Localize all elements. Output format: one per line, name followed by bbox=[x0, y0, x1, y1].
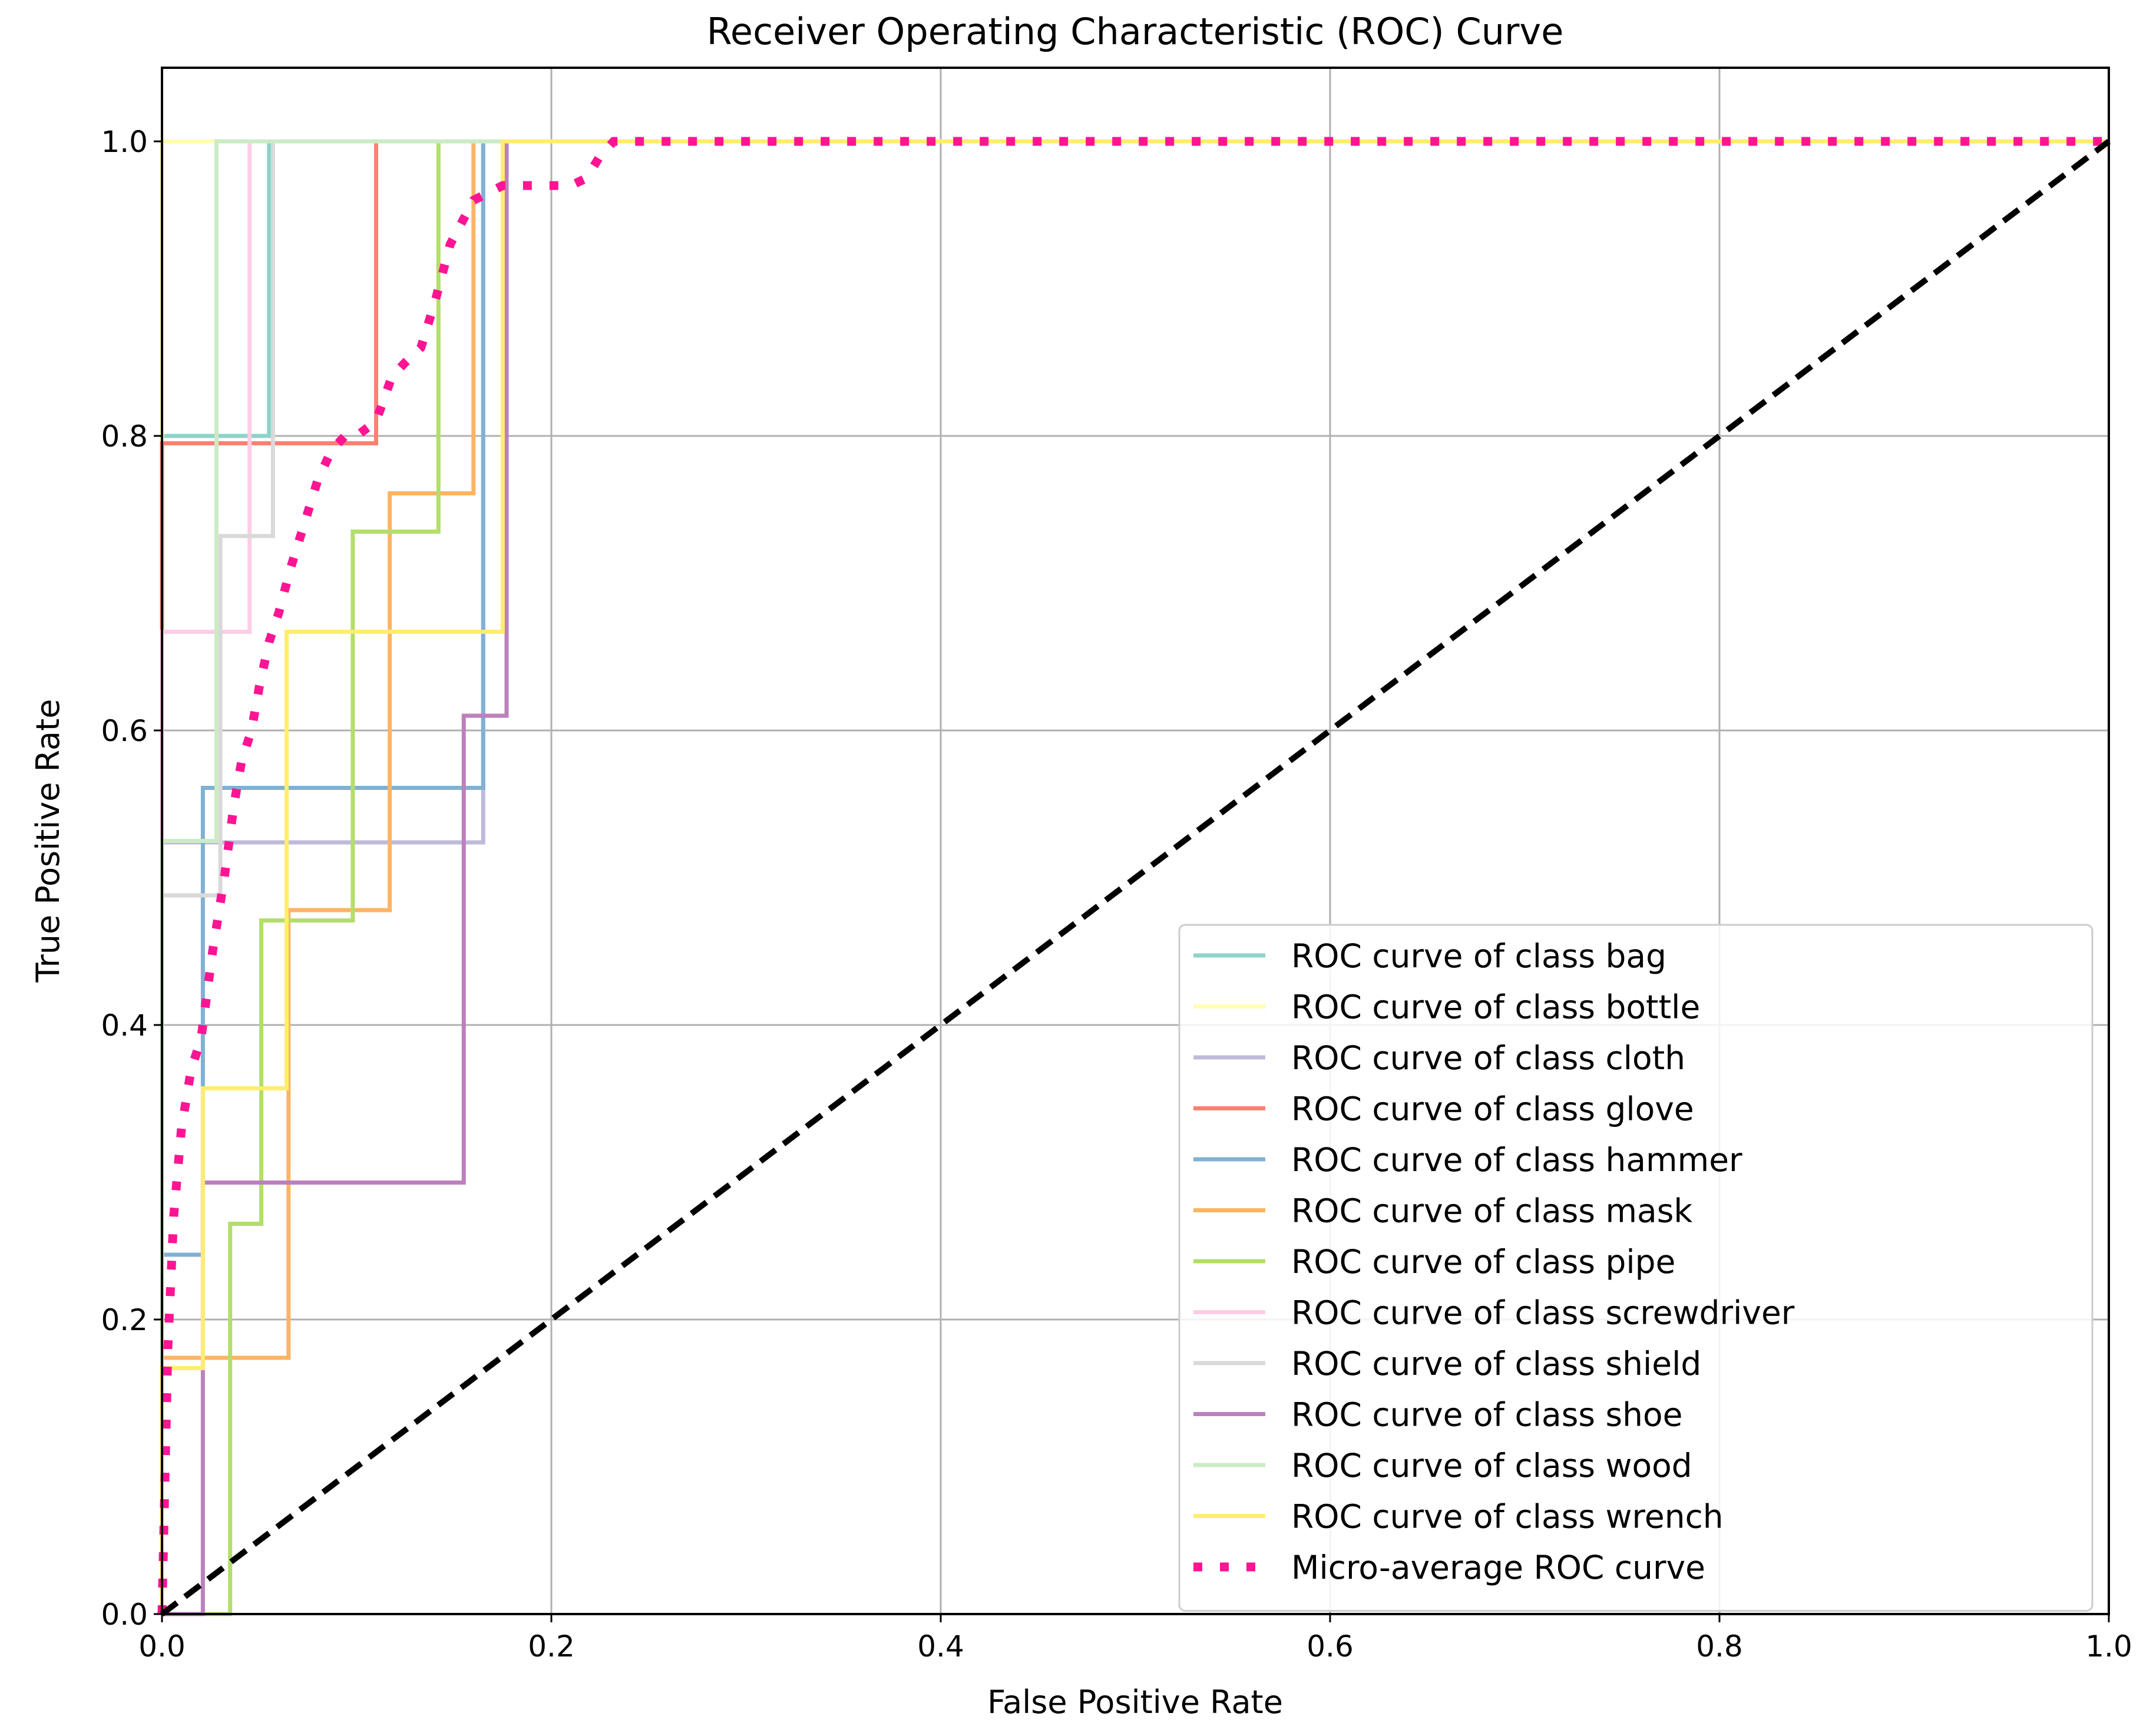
legend-label: ROC curve of class wood bbox=[1291, 1447, 1692, 1484]
x-tick-label: 0.2 bbox=[528, 1629, 575, 1664]
y-tick-label: 0.0 bbox=[101, 1598, 148, 1632]
axis-ticks: 0.0 0.2 0.4 0.6 0.8 1.0 0.0 0.2 0.4 0.6 0.8 1.0 bbox=[101, 125, 2132, 1664]
legend-label: ROC curve of class bottle bbox=[1291, 988, 1700, 1026]
y-axis-label: True Positive Rate bbox=[29, 699, 67, 983]
series-roc-curve-of-class-shoe bbox=[162, 139, 2109, 1616]
legend-box bbox=[1178, 924, 2094, 1612]
legend-label: ROC curve of class screwdriver bbox=[1291, 1294, 1795, 1332]
y-tick-label: 0.8 bbox=[101, 419, 148, 454]
legend: ROC curve of class bag ROC curve of class… bbox=[1178, 924, 2094, 1612]
x-tick-label: 0.0 bbox=[138, 1629, 186, 1664]
x-tick-label: 1.0 bbox=[2085, 1629, 2132, 1664]
legend-label: ROC curve of class pipe bbox=[1291, 1243, 1675, 1281]
legend-label: Micro-average ROC curve bbox=[1291, 1549, 1705, 1586]
legend-label: ROC curve of class wrench bbox=[1291, 1498, 1724, 1536]
chart-title: Receiver Operating Characteristic (ROC) … bbox=[707, 10, 1564, 53]
legend-label: ROC curve of class shield bbox=[1291, 1345, 1701, 1383]
x-tick-label: 0.8 bbox=[1696, 1629, 1743, 1664]
legend-label: ROC curve of class glove bbox=[1291, 1090, 1694, 1128]
y-tick-label: 1.0 bbox=[101, 125, 148, 159]
plot-frame bbox=[161, 67, 2110, 1615]
legend-label: ROC curve of class mask bbox=[1291, 1192, 1692, 1230]
chance-diagonal-line bbox=[160, 139, 2111, 1616]
x-tick-label: 0.4 bbox=[917, 1629, 964, 1664]
legend-label: ROC curve of class hammer bbox=[1291, 1141, 1742, 1179]
y-tick-label: 0.6 bbox=[101, 714, 148, 748]
x-axis-label: False Positive Rate bbox=[987, 1684, 1283, 1721]
series-micro-average-roc-curve bbox=[157, 137, 2109, 1615]
legend-label: ROC curve of class cloth bbox=[1291, 1039, 1685, 1077]
series-roc-curve-of-class-pipe bbox=[162, 139, 2109, 1616]
series-roc-curve-of-class-wrench bbox=[160, 139, 2109, 1614]
x-tick-label: 0.6 bbox=[1307, 1629, 1354, 1664]
y-tick-label: 0.4 bbox=[101, 1008, 148, 1043]
legend-label: ROC curve of class bag bbox=[1291, 937, 1666, 975]
legend-label: ROC curve of class shoe bbox=[1291, 1396, 1683, 1434]
y-tick-label: 0.2 bbox=[101, 1303, 148, 1337]
